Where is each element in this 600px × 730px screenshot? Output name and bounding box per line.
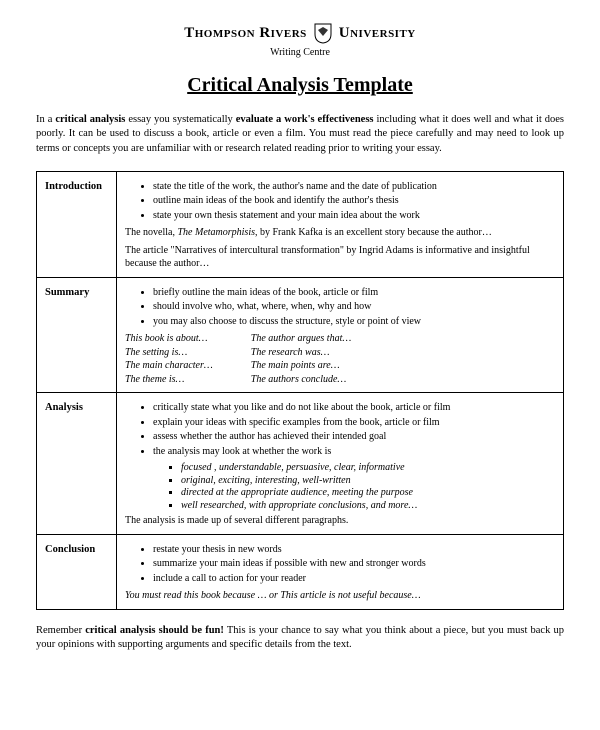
cell-analysis: critically state what you like and do no… <box>117 393 564 535</box>
summary-examples: This book is about… The setting is… The … <box>125 332 555 386</box>
summary-col-1: This book is about… The setting is… The … <box>125 332 213 386</box>
intro-b1: critical analysis <box>55 114 125 125</box>
list-item: explain your ideas with specific example… <box>153 416 555 430</box>
ex-line: The main points are… <box>251 359 351 373</box>
list-item: directed at the appropriate audience, me… <box>181 487 555 500</box>
cell-summary: briefly outline the main ideas of the bo… <box>117 277 564 393</box>
page-title: Critical Analysis Template <box>36 72 564 99</box>
list-item: focused , understandable, persuasive, cl… <box>181 462 555 475</box>
ex-line: This book is about… <box>125 332 213 346</box>
list-item: assess whether the author has achieved t… <box>153 430 555 444</box>
summary-col-2: The author argues that… The research was… <box>251 332 351 386</box>
analysis-tail: The analysis is made up of several diffe… <box>125 514 555 528</box>
list-item: briefly outline the main ideas of the bo… <box>153 286 555 300</box>
ex-line: The authors conclude… <box>251 373 351 387</box>
cell-introduction: state the title of the work, the author'… <box>117 171 564 277</box>
writing-centre-label: Writing Centre <box>36 46 564 60</box>
analysis-bullets: critically state what you like and do no… <box>125 401 555 458</box>
label-introduction: Introduction <box>37 171 117 277</box>
list-item: restate your thesis in new words <box>153 543 555 557</box>
list-item: original, exciting, interesting, well-wr… <box>181 475 555 488</box>
cell-conclusion: restate your thesis in new words summari… <box>117 534 564 609</box>
ex-line: The setting is… <box>125 346 213 360</box>
list-item: state your own thesis statement and your… <box>153 209 555 223</box>
ex-line: The author argues that… <box>251 332 351 346</box>
row-summary: Summary briefly outline the main ideas o… <box>37 277 564 393</box>
ex-line: The main character… <box>125 359 213 373</box>
ex-line: The research was… <box>251 346 351 360</box>
intro-t1: In a <box>36 114 55 125</box>
intro-paragraph: In a critical analysis essay you systema… <box>36 113 564 157</box>
intro-b2: evaluate a work's effectiveness <box>236 114 374 125</box>
summary-bullets: briefly outline the main ideas of the bo… <box>125 286 555 329</box>
uni-name-left: Thompson Rivers <box>184 23 307 43</box>
closing-paragraph: Remember critical analysis should be fun… <box>36 624 564 653</box>
conclusion-example: You must read this book because … or Thi… <box>125 589 555 603</box>
intro-t2: essay you systematically <box>125 114 235 125</box>
ex-text: The novella, <box>125 227 177 238</box>
ex-line: The theme is… <box>125 373 213 387</box>
shield-icon <box>313 22 333 44</box>
list-item: include a call to action for your reader <box>153 572 555 586</box>
intro-bullets: state the title of the work, the author'… <box>125 180 555 223</box>
row-conclusion: Conclusion restate your thesis in new wo… <box>37 534 564 609</box>
label-summary: Summary <box>37 277 117 393</box>
conclusion-bullets: restate your thesis in new words summari… <box>125 543 555 586</box>
row-analysis: Analysis critically state what you like … <box>37 393 564 535</box>
analysis-sub-bullets: focused , understandable, persuasive, cl… <box>125 462 555 512</box>
list-item: the analysis may look at whether the wor… <box>153 445 555 459</box>
template-table: Introduction state the title of the work… <box>36 171 564 610</box>
ex-text: , by Frank Kafka is an excellent story b… <box>255 227 492 238</box>
list-item: critically state what you like and do no… <box>153 401 555 415</box>
list-item: outline main ideas of the book and ident… <box>153 194 555 208</box>
list-item: should involve who, what, where, when, w… <box>153 300 555 314</box>
closing-b1: critical analysis should be fun! <box>85 625 224 636</box>
ex-italic: The Metamorphisis <box>177 227 255 238</box>
intro-example-1: The novella, The Metamorphisis, by Frank… <box>125 226 555 240</box>
list-item: you may also choose to discuss the struc… <box>153 315 555 329</box>
list-item: summarize your main ideas if possible wi… <box>153 557 555 571</box>
university-line: Thompson Rivers University <box>36 22 564 44</box>
document-header: Thompson Rivers University Writing Centr… <box>36 22 564 60</box>
list-item: state the title of the work, the author'… <box>153 180 555 194</box>
label-conclusion: Conclusion <box>37 534 117 609</box>
list-item: well researched, with appropriate conclu… <box>181 500 555 513</box>
label-analysis: Analysis <box>37 393 117 535</box>
row-introduction: Introduction state the title of the work… <box>37 171 564 277</box>
closing-t1: Remember <box>36 625 85 636</box>
uni-name-right: University <box>339 23 416 43</box>
intro-example-2: The article "Narratives of intercultural… <box>125 244 555 271</box>
